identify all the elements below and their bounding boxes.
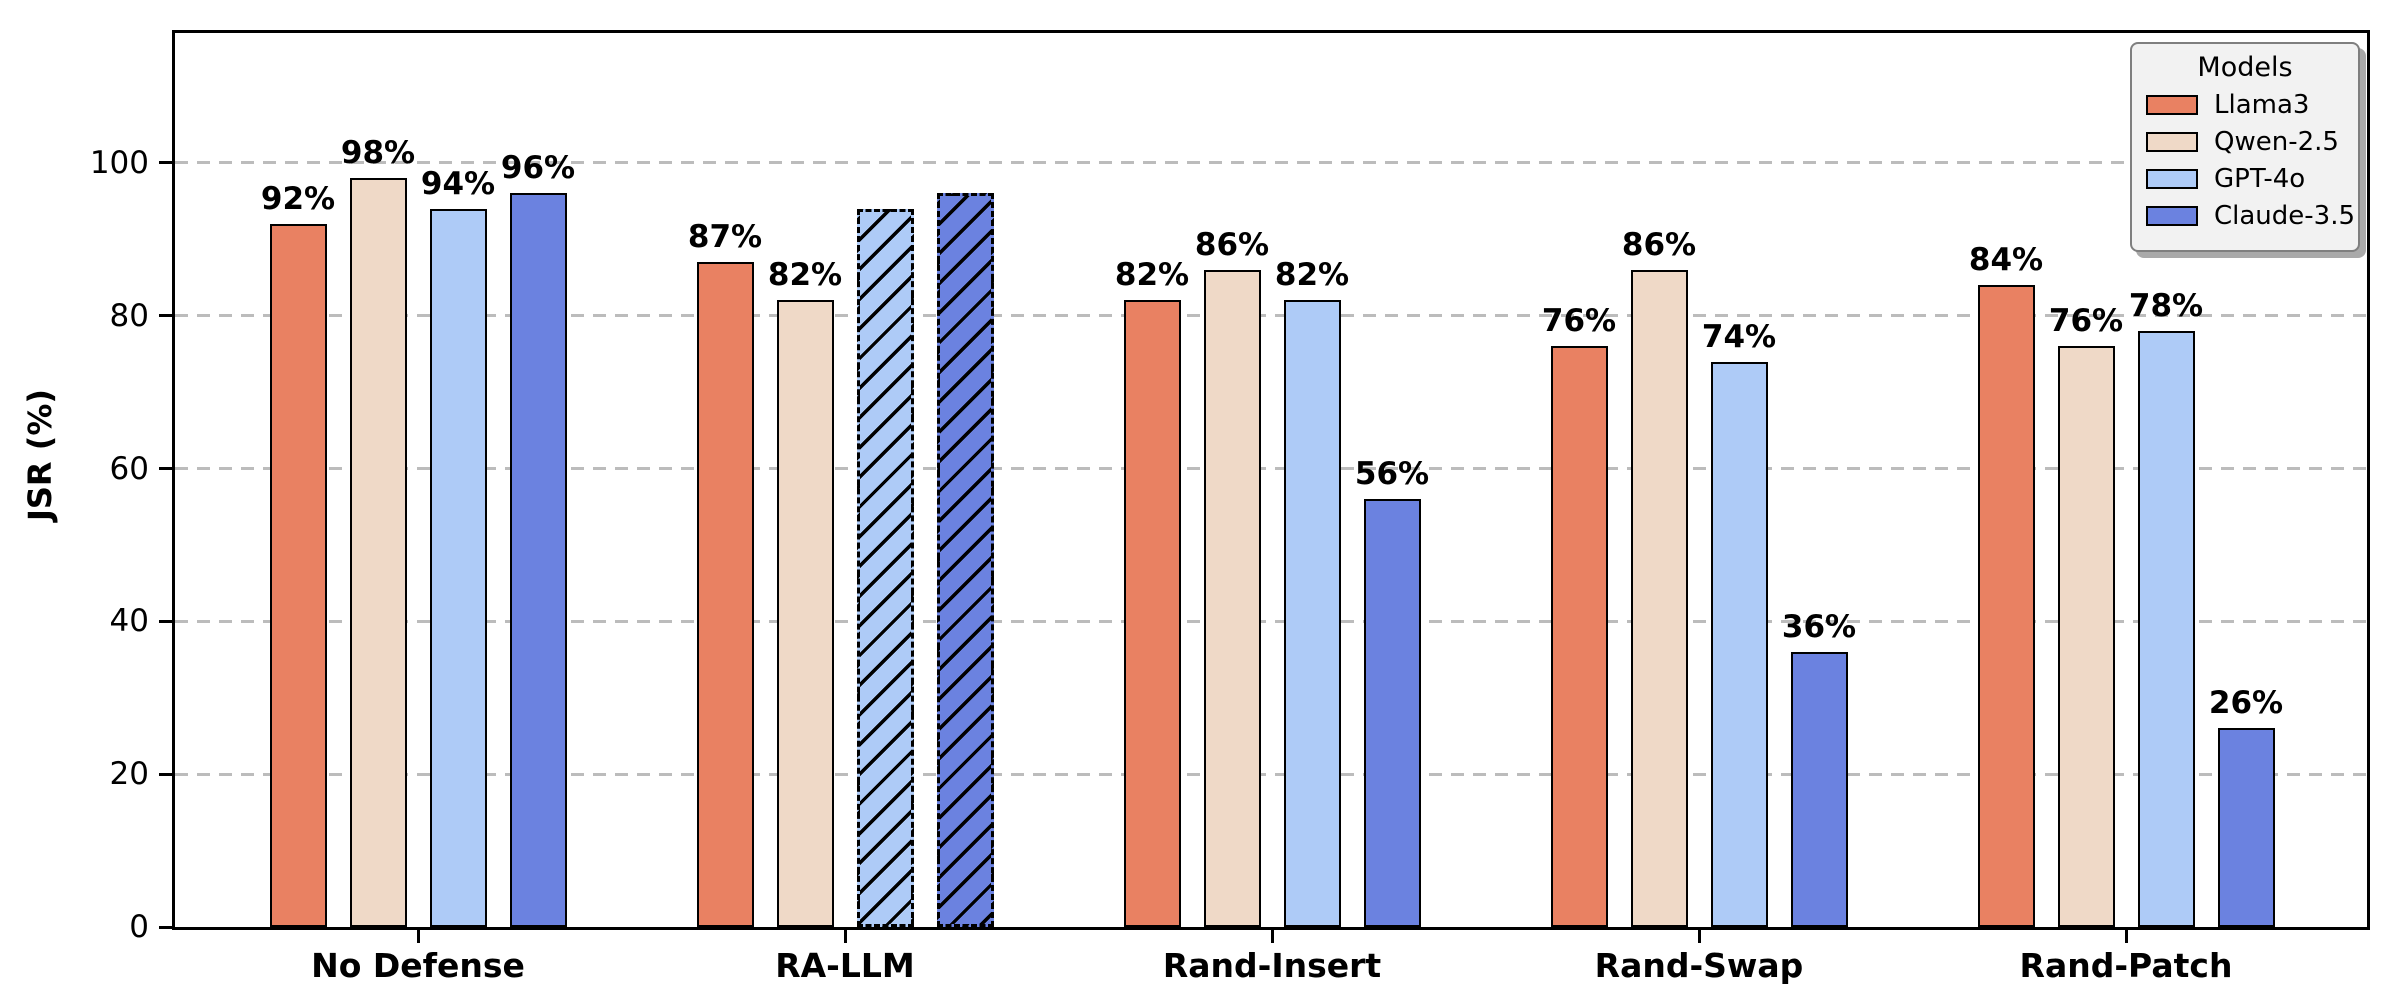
bar-value-label: 78% (2128, 288, 2204, 324)
bar-rand-insert-qwen-2.5 (1203, 269, 1261, 927)
gridline-y100 (175, 161, 2367, 165)
bar-rand-patch-qwen-2.5 (2057, 346, 2115, 927)
y-tick-label: 40 (109, 603, 149, 640)
bar-ra-llm-qwen-2.5 (776, 300, 834, 927)
y-tick-mark (159, 314, 172, 318)
bar-rand-insert-llama3 (1123, 300, 1181, 927)
bar-rand-swap-llama3 (1550, 346, 1608, 927)
x-tick-mark (416, 930, 420, 943)
y-tick-mark (159, 925, 172, 929)
bar-rand-swap-qwen-2.5 (1630, 269, 1688, 927)
x-tick-mark (1697, 930, 1701, 943)
x-tick-mark (1270, 930, 1274, 943)
bar-value-label: 82% (1114, 257, 1190, 294)
y-tick-label: 20 (109, 756, 149, 793)
bar-value-label: 96% (500, 150, 576, 187)
x-tick-label-rand-patch: Rand-Patch (2019, 946, 2233, 985)
bar-value-label: 92% (260, 181, 336, 218)
x-tick-mark (2124, 930, 2128, 943)
gridline-y40 (175, 619, 2367, 623)
legend-title: Models (2197, 52, 2293, 83)
bar-rand-patch-llama3 (1977, 285, 2035, 927)
y-tick-label: 0 (129, 909, 149, 945)
legend-item-claude-3.5: Claude-3.5 (2146, 201, 2355, 231)
bar-value-label: 74% (1701, 318, 1777, 355)
bar-rand-patch-gpt-4o (2137, 331, 2195, 927)
bar-ra-llm-gpt-4o (856, 208, 914, 927)
gridline-y20 (175, 772, 2367, 776)
bar-value-label: 82% (767, 257, 843, 294)
bar-value-label: 36% (1781, 608, 1857, 645)
legend-label: Claude-3.5 (2214, 201, 2356, 231)
legend-item-qwen-2.5: Qwen-2.5 (2146, 127, 2344, 157)
y-tick-mark (159, 467, 172, 471)
bar-value-label: 76% (1541, 303, 1617, 340)
y-tick-mark (159, 619, 172, 623)
bar-no-defense-llama3 (269, 224, 327, 927)
y-tick-mark (159, 772, 172, 776)
x-tick-mark (843, 930, 847, 943)
legend-label: Llama3 (2214, 90, 2310, 120)
bar-value-label: 94% (420, 165, 496, 202)
bar-value-label: 84% (1968, 242, 2044, 279)
legend-item-llama3: Llama3 (2146, 90, 2344, 120)
legend-items: Llama3 Qwen-2.5 GPT-4o Claude-3.5 (2146, 90, 2355, 231)
x-tick-label-ra-llm: RA-LLM (775, 946, 915, 985)
legend: Models Llama3 Qwen-2.5 GPT-4o Claude-3.5 (2130, 42, 2360, 252)
bar-rand-swap-gpt-4o (1710, 361, 1768, 927)
bar-rand-insert-gpt-4o (1283, 300, 1341, 927)
bar-value-label: 82% (1274, 257, 1350, 294)
legend-label: Qwen-2.5 (2214, 127, 2339, 157)
bar-value-label: 26% (2208, 685, 2284, 722)
bar-value-label: 86% (1194, 226, 1270, 263)
bar-value-label: 56% (1354, 456, 1430, 493)
legend-label: GPT-4o (2214, 164, 2306, 194)
y-tick-mark (159, 161, 172, 165)
legend-swatch (2146, 132, 2198, 152)
legend-swatch (2146, 169, 2198, 189)
bar-rand-patch-claude-3.5 (2217, 728, 2275, 927)
legend-item-gpt-4o: GPT-4o (2146, 164, 2344, 194)
bar-ra-llm-llama3 (696, 262, 754, 927)
legend-swatch (2146, 206, 2198, 226)
bar-no-defense-claude-3.5 (509, 193, 567, 927)
x-tick-label-rand-insert: Rand-Insert (1162, 946, 1382, 985)
gridline-y60 (175, 467, 2367, 471)
x-tick-label-rand-swap: Rand-Swap (1594, 946, 1804, 985)
x-tick-label-no-defense: No Defense (311, 946, 525, 985)
bar-value-label: 87% (687, 219, 763, 256)
y-tick-label: 100 (89, 144, 149, 181)
bar-no-defense-qwen-2.5 (349, 178, 407, 927)
bar-value-label: 76% (2048, 303, 2124, 340)
bar-rand-insert-claude-3.5 (1363, 499, 1421, 927)
bar-ra-llm-claude-3.5 (936, 193, 994, 927)
bar-no-defense-gpt-4o (429, 208, 487, 927)
y-tick-label: 80 (109, 297, 149, 334)
bar-rand-swap-claude-3.5 (1790, 651, 1848, 927)
plot-area: 92% 87% 82% 76% 84% 98% 82% 86% 86% 76% 94% 82% 74% 7… (172, 30, 2370, 930)
bar-value-label: 86% (1621, 226, 1697, 263)
y-tick-label: 60 (109, 450, 149, 487)
gridline-y80 (175, 314, 2367, 318)
bar-value-label: 98% (340, 135, 416, 172)
legend-swatch (2146, 95, 2198, 115)
